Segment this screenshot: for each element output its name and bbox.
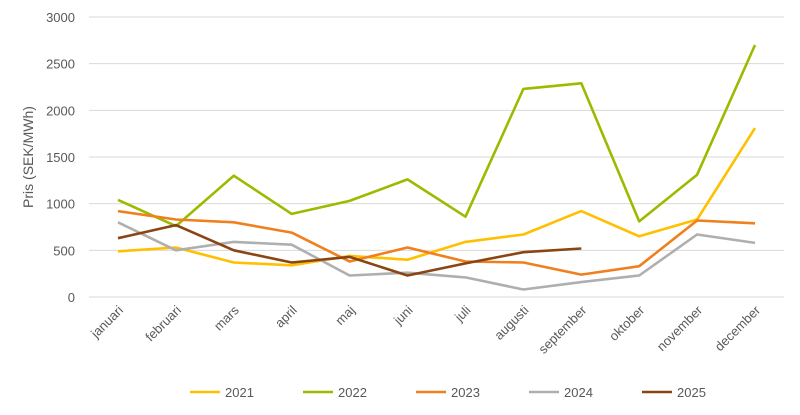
y-tick-label: 500 [53,243,75,258]
x-tick-label: juni [390,302,416,328]
x-tick-label: juli [451,302,474,325]
x-tick-label: december [712,302,764,354]
legend-label: 2024 [564,385,593,400]
y-axis-label: Pris (SEK/MWh) [20,106,36,208]
y-tick-label: 2000 [46,103,75,118]
legend-label: 2023 [451,385,480,400]
x-tick-label: mars [211,302,242,333]
series-line-2022 [117,44,757,228]
y-tick-label: 2500 [46,57,75,72]
x-tick-label: januari [87,302,126,341]
series-line-2023 [117,209,756,276]
x-tick-label: februari [142,302,184,344]
x-tick-label: maj [332,302,357,327]
y-tick-label: 3000 [46,10,75,25]
series-line-2021 [117,127,757,267]
x-tick-label: september [535,302,590,357]
legend-label: 2025 [677,385,706,400]
x-tick-label: oktober [606,302,648,344]
y-tick-label: 0 [68,290,75,305]
x-tick-label: november [654,302,706,354]
y-tick-label: 1000 [46,197,75,212]
y-tick-label: 1500 [46,150,75,165]
series-line-2024 [117,221,756,291]
legend-label: 2021 [225,385,254,400]
legend-label: 2022 [338,385,367,400]
x-tick-label: april [272,302,300,330]
x-tick-label: augusti [491,302,531,342]
